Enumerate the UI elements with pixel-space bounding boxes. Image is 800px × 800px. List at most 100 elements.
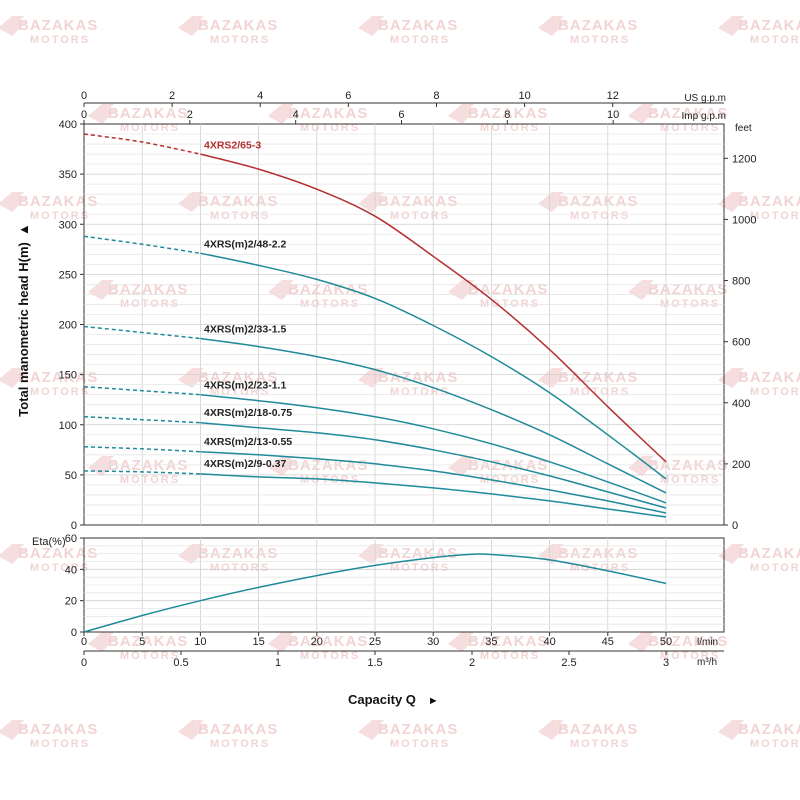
watermark-text: BAZAKAS bbox=[468, 281, 548, 298]
m3h-tick-label: 2 bbox=[469, 657, 475, 669]
head-tick-label: 400 bbox=[59, 119, 77, 131]
lmin-tick-label: 10 bbox=[194, 636, 206, 648]
curve-label: 4XRS(m)2/23-1.1 bbox=[204, 379, 286, 391]
watermark-text: BAZAKAS bbox=[558, 17, 638, 34]
watermark-subtext: MOTORS bbox=[750, 562, 800, 574]
watermark-subtext: MOTORS bbox=[480, 474, 540, 486]
watermark-subtext: MOTORS bbox=[660, 650, 720, 662]
watermark-text: BAZAKAS bbox=[468, 105, 548, 122]
watermark-subtext: MOTORS bbox=[660, 298, 720, 310]
watermark-subtext: MOTORS bbox=[390, 386, 450, 398]
watermark-text: BAZAKAS bbox=[468, 633, 548, 650]
us-gpm-tick-label: 8 bbox=[433, 90, 439, 102]
watermark-subtext: MOTORS bbox=[30, 386, 90, 398]
head-curve bbox=[200, 421, 667, 509]
watermark-text: BAZAKAS bbox=[738, 721, 800, 738]
head-tick-label: 350 bbox=[59, 169, 77, 181]
watermark-subtext: MOTORS bbox=[480, 650, 540, 662]
lmin-axis: 0 5 10 15 20 25 30 35 40 45 50 bbox=[81, 632, 672, 648]
head-curve-dashed bbox=[83, 470, 201, 475]
m3h-unit: m³/h bbox=[697, 657, 717, 668]
lmin-tick-label: 35 bbox=[485, 636, 497, 648]
watermark-subtext: MOTORS bbox=[120, 474, 180, 486]
watermark-text: BAZAKAS bbox=[558, 369, 638, 386]
watermark-subtext: MOTORS bbox=[480, 298, 540, 310]
watermark-subtext: MOTORS bbox=[390, 562, 450, 574]
watermark-subtext: MOTORS bbox=[570, 738, 630, 750]
imp-gpm-tick-label: 2 bbox=[187, 109, 193, 121]
imp-gpm-tick-label: 8 bbox=[504, 109, 510, 121]
watermark-text: BAZAKAS bbox=[558, 721, 638, 738]
m3h-tick-label: 0 bbox=[81, 657, 87, 669]
head-y-axis: 0 50 100 150 200 250 300 350 400 bbox=[59, 119, 84, 532]
lmin-unit: l/min bbox=[697, 637, 718, 648]
watermark-text: BAZAKAS bbox=[108, 457, 188, 474]
eta-y-axis: 0 20 40 60 bbox=[65, 533, 84, 639]
imp-gpm-tick-label: 4 bbox=[293, 109, 299, 121]
lmin-tick-label: 15 bbox=[252, 636, 264, 648]
eta-tick-label: 20 bbox=[65, 596, 77, 608]
head-curve-dashed bbox=[83, 415, 201, 424]
watermark-subtext: MOTORS bbox=[570, 562, 630, 574]
watermark-text: BAZAKAS bbox=[738, 193, 800, 210]
m3h-tick-label: 0.5 bbox=[173, 657, 188, 669]
lmin-tick-label: 20 bbox=[311, 636, 323, 648]
watermark-subtext: MOTORS bbox=[570, 210, 630, 222]
imp-gpm-tick-label: 0 bbox=[81, 109, 87, 121]
eta-tick-label: 40 bbox=[65, 564, 77, 576]
watermark-text: BAZAKAS bbox=[18, 545, 98, 562]
watermark-subtext: MOTORS bbox=[210, 738, 270, 750]
watermark-text: BAZAKAS bbox=[198, 369, 278, 386]
head-tick-label: 200 bbox=[59, 320, 77, 332]
head-curve-dashed bbox=[83, 325, 201, 340]
watermark-text: BAZAKAS bbox=[108, 281, 188, 298]
us-gpm-tick-label: 0 bbox=[81, 90, 87, 102]
watermark-text: BAZAKAS bbox=[288, 633, 368, 650]
head-curve-dashed bbox=[83, 385, 201, 396]
us-gpm-unit: US g.p.m bbox=[684, 93, 726, 104]
watermark-text: BAZAKAS bbox=[198, 17, 278, 34]
feet-unit: feet bbox=[735, 123, 752, 134]
m3h-tick-label: 2.5 bbox=[561, 657, 576, 669]
head-tick-label: 150 bbox=[59, 370, 77, 382]
head-tick-label: 0 bbox=[71, 520, 77, 532]
watermark-text: BAZAKAS bbox=[108, 105, 188, 122]
watermark-text: BAZAKAS bbox=[378, 721, 458, 738]
curve-label: 4XRS(m)2/9-0.37 bbox=[204, 458, 286, 470]
watermark-text: BAZAKAS bbox=[558, 193, 638, 210]
feet-tick-label: 600 bbox=[732, 337, 750, 349]
watermark-text: BAZAKAS bbox=[18, 369, 98, 386]
watermark-subtext: MOTORS bbox=[750, 210, 800, 222]
m3h-tick-label: 3 bbox=[663, 657, 669, 669]
m3h-tick-label: 1.5 bbox=[367, 657, 382, 669]
m3h-tick-label: 1 bbox=[275, 657, 281, 669]
watermark-text: BAZAKAS bbox=[288, 105, 368, 122]
head-curve bbox=[200, 473, 667, 518]
watermark-subtext: MOTORS bbox=[120, 122, 180, 134]
lmin-tick-label: 40 bbox=[543, 636, 555, 648]
feet-tick-label: 400 bbox=[732, 398, 750, 410]
watermark-subtext: MOTORS bbox=[300, 122, 360, 134]
head-curve bbox=[200, 337, 667, 494]
watermark-text: BAZAKAS bbox=[378, 369, 458, 386]
